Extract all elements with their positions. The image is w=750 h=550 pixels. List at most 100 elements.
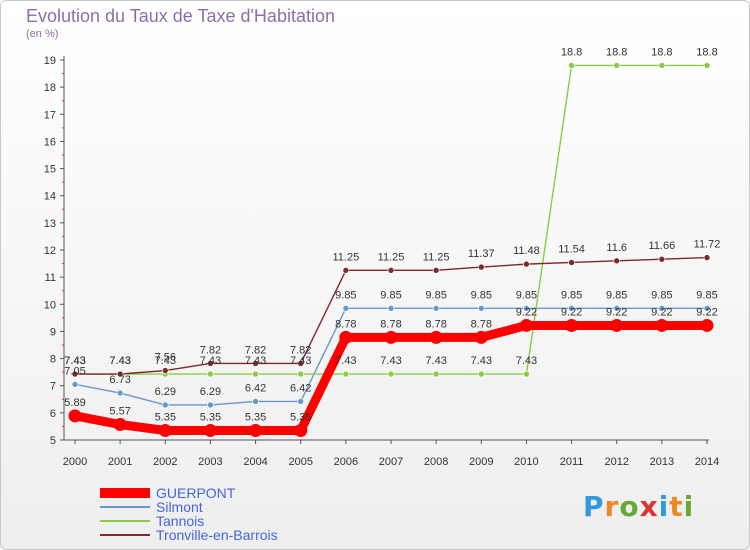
data-label: 7.56 (155, 352, 176, 364)
legend-label: Tronville-en-Barrois (156, 527, 278, 543)
y-tick-label: 8 (50, 354, 56, 366)
x-tick-label: 2001 (108, 456, 132, 468)
data-point (432, 267, 440, 274)
data-point (161, 367, 169, 374)
data-point (297, 370, 305, 378)
data-label: 8.78 (471, 318, 492, 330)
data-label: 9.22 (606, 306, 627, 318)
y-tick-label: 13 (44, 218, 56, 230)
x-tick-label: 2003 (198, 456, 222, 468)
series-silmont (71, 305, 711, 409)
data-point (700, 318, 714, 332)
x-tick-label: 2006 (334, 456, 358, 468)
data-point (387, 370, 395, 378)
y-tick-label: 19 (44, 55, 56, 67)
data-point (568, 305, 575, 312)
data-point (523, 305, 530, 312)
data-label: 7.43 (64, 355, 85, 367)
y-tick-label: 7 (50, 381, 56, 393)
data-label: 7.82 (245, 344, 266, 356)
x-tick-label: 2010 (514, 456, 538, 468)
data-label: 5.35 (290, 412, 311, 424)
legend-item: Silmont (100, 499, 320, 515)
x-tick-label: 2005 (288, 456, 312, 468)
series-guerpont (68, 318, 714, 437)
legend-item: Tronville-en-Barrois (100, 527, 320, 543)
data-point (429, 330, 443, 344)
data-point (342, 267, 350, 274)
data-label: 6.73 (109, 374, 130, 386)
data-label: 6.42 (245, 382, 266, 394)
data-label: 18.8 (561, 46, 582, 58)
legend-label: Silmont (156, 499, 203, 515)
data-label: 7.43 (425, 355, 446, 367)
data-point (523, 370, 530, 378)
logo-letter: t (669, 490, 684, 523)
data-label: 9.85 (606, 289, 627, 301)
data-point (71, 370, 79, 378)
data-label: 11.25 (378, 251, 405, 263)
data-point (432, 305, 440, 312)
legend-label: Tannois (156, 513, 205, 529)
series-layer (68, 62, 714, 437)
legend-item: GUERPONT (100, 485, 320, 501)
data-point (523, 260, 530, 268)
data-point (568, 62, 575, 69)
data-point (613, 257, 621, 265)
y-tick-label: 18 (44, 82, 56, 94)
data-point (207, 401, 214, 409)
data-label: 9.22 (696, 306, 717, 318)
data-point (432, 370, 440, 378)
data-label: 7.05 (64, 365, 85, 377)
data-label: 8.78 (425, 318, 446, 330)
data-label: 11.72 (694, 239, 721, 251)
data-label: 7.43 (335, 355, 356, 367)
legend-label: GUERPONT (156, 485, 236, 501)
data-label: 9.85 (335, 289, 356, 301)
data-point (613, 305, 621, 312)
logo-letter: o (619, 490, 640, 523)
x-tick-label: 2002 (153, 456, 177, 468)
y-tick-label: 11 (45, 272, 56, 284)
x-tick-label: 2013 (650, 456, 674, 468)
x-tick-label: 2007 (379, 456, 403, 468)
data-label: 5.35 (155, 412, 176, 424)
data-point (658, 255, 666, 263)
data-point (387, 267, 395, 274)
data-point (203, 424, 217, 437)
proxiti-logo: Proxiti (583, 490, 694, 523)
data-label: 7.43 (380, 355, 401, 367)
data-point (113, 418, 127, 432)
data-label: 5.35 (200, 412, 221, 424)
data-point (116, 370, 124, 378)
data-point (474, 330, 488, 344)
legend-swatch (100, 488, 150, 498)
data-point (519, 318, 533, 332)
legend-swatch (100, 534, 150, 536)
data-label: 11.25 (332, 251, 359, 263)
y-tick-label: 9 (50, 326, 56, 338)
logo-letter: P (583, 490, 605, 523)
chart-axes: 5 6 7 8 9 10 11 12 13 14 15 16 17 18 19 2000 2001 2002 200… (44, 55, 719, 468)
data-label: 7.82 (200, 344, 221, 356)
data-point (116, 389, 124, 397)
data-label-layer: 5.89 5.57 5.35 5.35 5.35 5.35 8.78 8.78 8.78 8.78… (64, 46, 720, 423)
data-point (161, 401, 169, 409)
data-point (565, 318, 579, 332)
data-label: 7.43 (109, 355, 130, 367)
data-label: 9.22 (561, 306, 582, 318)
data-label: 9.85 (471, 289, 492, 301)
data-label: 18.8 (606, 46, 627, 58)
data-point (252, 398, 259, 405)
data-point (252, 370, 259, 378)
y-tick-label: 17 (44, 109, 56, 121)
data-label: 11.25 (423, 251, 450, 263)
x-tick-label: 2008 (424, 456, 448, 468)
data-point (703, 305, 711, 312)
data-label: 11.66 (648, 240, 675, 252)
data-point (703, 62, 711, 69)
data-point (297, 360, 305, 367)
data-point (294, 424, 308, 437)
